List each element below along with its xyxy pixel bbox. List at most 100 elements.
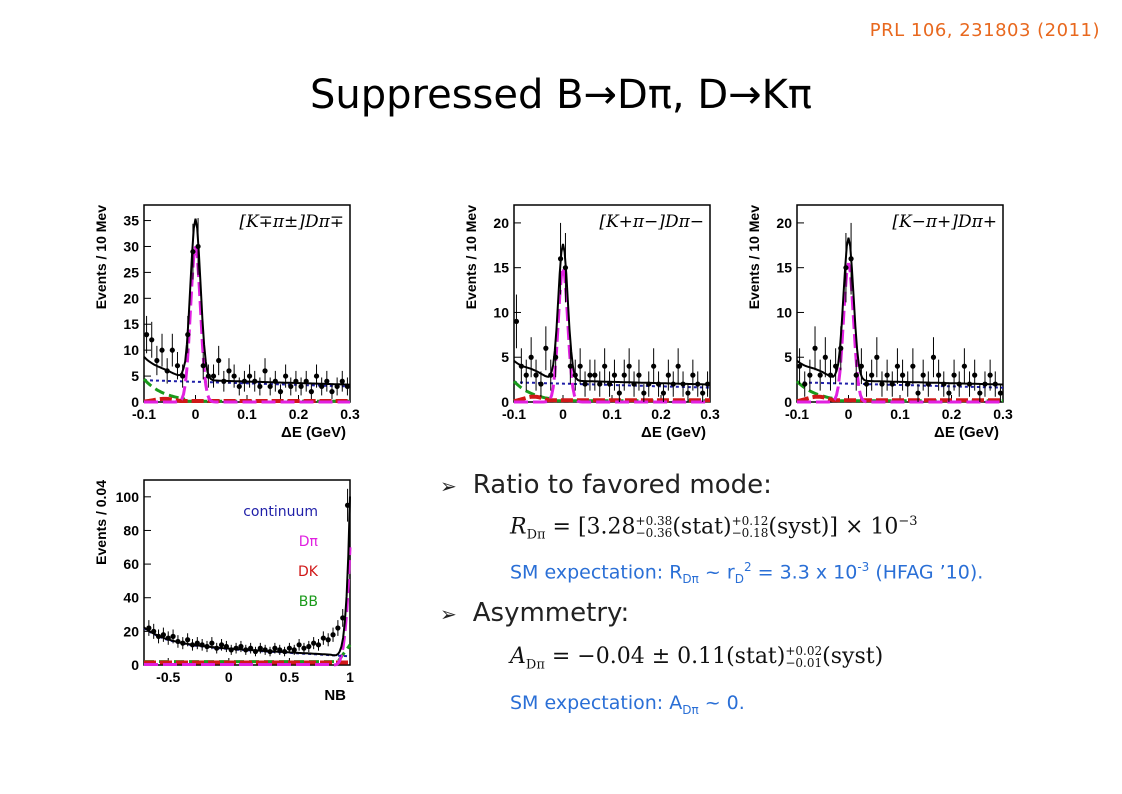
data-point — [293, 378, 299, 384]
data-point — [216, 357, 222, 364]
data-point — [833, 363, 839, 369]
data-point — [159, 347, 165, 353]
data-point — [567, 363, 573, 369]
reference-citation: PRL 106, 231803 (2011) — [869, 20, 1100, 41]
ratio-value: = [3.28 — [545, 514, 636, 540]
data-point — [252, 648, 259, 655]
ratio-sm-mid2: = 3.3 x 10 — [751, 561, 858, 584]
y-tick-label: 0 — [501, 394, 509, 410]
ratio-label: Ratio to favored mode: — [472, 470, 772, 500]
data-point — [920, 372, 926, 378]
total-fit-curve — [513, 243, 710, 386]
ratio-syst-up: +0.12 — [731, 514, 769, 529]
y-axis-label: Events / 10 Mev — [746, 205, 762, 309]
dpi-curve — [797, 262, 1003, 404]
x-tick-label: -0.1 — [502, 406, 526, 422]
data-point — [262, 368, 268, 374]
data-point — [143, 332, 150, 338]
y-tick-label: 25 — [123, 264, 139, 280]
data-point — [817, 372, 823, 378]
data-point — [675, 363, 681, 369]
chart-nb: 0 20 40 60 80 100 -0.5 0 0.5 1NB Events / 0.04 — [93, 479, 354, 704]
ratio-stat-label: (stat) — [672, 514, 732, 540]
legend-dpi: Dπ — [298, 534, 318, 550]
data-point — [538, 381, 544, 387]
data-point — [680, 381, 686, 387]
x-tick-label: -0.5 — [156, 669, 180, 685]
asym-syst-label: (syst) — [822, 644, 884, 669]
data-point — [553, 354, 559, 360]
ratio-sm-mid: ~ r — [698, 561, 735, 584]
y-tick-label: 20 — [123, 623, 139, 639]
data-point — [301, 645, 307, 651]
asym-symbol-sub: Dπ — [525, 657, 545, 673]
plot-title-text: [K−π+]Dπ+ — [892, 212, 997, 232]
y-axis-label: Events / 0.04 — [93, 480, 109, 565]
ratio-sm-sup: 2 — [743, 560, 752, 574]
data-point — [308, 389, 314, 395]
data-point — [306, 643, 312, 650]
plot-title: [K∓π±]Dπ∓ — [239, 212, 344, 232]
data-point — [272, 645, 278, 651]
data-point — [180, 640, 186, 646]
data-point — [303, 378, 309, 384]
data-point — [151, 628, 157, 634]
y-tick-label: 0 — [131, 394, 139, 410]
data-point — [154, 357, 160, 364]
x-tick-label: 0 — [225, 669, 233, 685]
data-point — [925, 381, 931, 387]
data-point — [231, 373, 237, 379]
data-point — [277, 647, 283, 653]
data-point — [194, 640, 200, 646]
data-point — [992, 381, 998, 387]
x-tick-label: 0.2 — [942, 406, 962, 422]
data-point — [915, 390, 921, 396]
data-point — [226, 368, 232, 374]
data-point — [252, 378, 258, 384]
data-point — [665, 372, 671, 378]
legend-continuum: continuum — [243, 504, 318, 520]
data-point — [961, 363, 967, 369]
data-point — [572, 372, 578, 378]
data-point — [513, 318, 520, 325]
x-tick-label: 0.3 — [993, 406, 1013, 422]
data-point — [205, 373, 211, 379]
asym-sm-suffix: ~ 0. — [698, 692, 745, 714]
data-point — [286, 645, 293, 651]
plot-combined-de: 0 5 10 15 20 25 30 35 -0.1 0 0.1 0.2 0.3 ΔE (GeV) Even… — [92, 195, 362, 447]
ratio-sm-sub: Dπ — [682, 572, 699, 587]
data-point — [185, 637, 191, 643]
bullet-asymmetry: ➢ Asymmetry: — [440, 598, 629, 628]
ratio-sm-expectation: SM expectation: RDπ ~ rD2 = 3.3 x 10-3 (… — [510, 560, 983, 586]
asym-symbol: A — [510, 644, 526, 669]
data-point — [802, 381, 808, 387]
data-point — [884, 372, 890, 378]
ratio-stat-up: +0.38 — [635, 514, 673, 529]
legend-dk: DK — [298, 564, 318, 580]
x-tick-label: 0.2 — [289, 406, 309, 422]
data-point — [210, 373, 217, 379]
data-point — [523, 372, 529, 378]
data-point — [966, 381, 973, 387]
data-point — [528, 354, 534, 360]
data-point — [611, 372, 618, 378]
data-point — [646, 381, 652, 387]
ratio-syst-label: (syst)] × 10 — [768, 514, 899, 540]
data-point — [670, 381, 676, 387]
data-point — [997, 390, 1004, 396]
data-point — [228, 647, 234, 653]
data-point — [543, 345, 549, 351]
data-point — [843, 265, 849, 271]
data-point — [189, 642, 196, 648]
data-point — [165, 635, 171, 641]
data-point — [246, 373, 253, 379]
data-point — [946, 390, 952, 396]
plot-title: [K−π+]Dπ+ — [892, 212, 997, 232]
ratio-stat-down: −0.36 — [635, 526, 673, 541]
data-point — [704, 381, 711, 387]
continuum-curve — [797, 381, 1004, 389]
x-axis-label: ΔE (GeV) — [641, 424, 706, 441]
data-point — [597, 381, 603, 387]
x-tick-label: -0.1 — [785, 406, 809, 422]
